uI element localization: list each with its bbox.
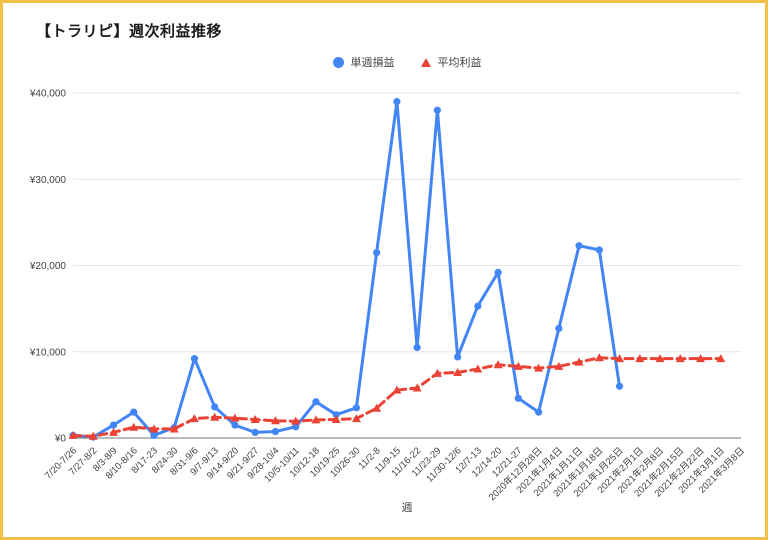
data-point-marker	[230, 413, 240, 422]
data-point-marker	[169, 424, 179, 433]
weekly-profit-line	[69, 98, 624, 441]
data-point-marker	[655, 354, 665, 363]
data-point-marker	[331, 414, 341, 423]
x-axis-tick-labels: 7/20-7/267/27-8/28/3-8/98/10-8/168/17-23…	[43, 445, 747, 504]
data-point-marker	[635, 354, 645, 363]
y-axis-tick-label: ¥0	[54, 434, 67, 445]
average-profit-line-path	[71, 356, 723, 438]
chart: ¥0 ¥10,000 ¥20,000 ¥30,000 ¥40,000 7/20-7/267…	[29, 89, 747, 504]
data-point-marker	[270, 416, 280, 425]
data-point-marker	[108, 427, 118, 436]
data-point-marker	[453, 367, 463, 376]
data-point-marker	[251, 428, 259, 436]
data-point-marker	[454, 353, 462, 361]
gridlines-and-y-ticks: ¥0 ¥10,000 ¥20,000 ¥30,000 ¥40,000	[29, 89, 741, 445]
data-point-marker	[332, 411, 340, 419]
data-point-marker	[129, 422, 139, 431]
legend-label-average-profit: 平均利益	[437, 57, 482, 69]
data-point-marker	[433, 106, 441, 114]
data-point-marker	[493, 360, 503, 369]
data-point-marker	[149, 424, 159, 433]
legend-item-weekly-profit: 単週損益	[332, 54, 395, 70]
data-point-marker	[189, 414, 199, 423]
data-point-marker	[311, 415, 321, 424]
data-point-marker	[373, 248, 381, 257]
data-point-marker	[130, 408, 138, 416]
data-point-marker	[291, 416, 301, 425]
weekly-profit-line-path	[71, 100, 621, 439]
data-point-marker	[432, 368, 442, 377]
data-point-marker	[109, 421, 118, 429]
y-axis-tick-label: ¥40,000	[29, 89, 67, 100]
data-point-marker	[513, 361, 523, 370]
data-point-marker	[555, 324, 563, 333]
data-point-marker	[615, 354, 625, 363]
data-point-marker	[312, 398, 320, 406]
legend-circle-marker-icon	[332, 56, 344, 68]
data-point-marker	[352, 404, 360, 412]
data-point-marker	[210, 412, 220, 421]
data-point-marker	[413, 343, 421, 352]
data-point-marker	[292, 423, 300, 431]
data-point-marker	[211, 403, 219, 411]
data-point-marker	[190, 355, 199, 363]
legend: 単週損益 平均利益	[73, 54, 741, 70]
data-point-marker	[716, 354, 726, 363]
legend-item-average-profit: 平均利益	[420, 54, 482, 70]
data-point-marker	[594, 353, 604, 362]
data-point-marker	[271, 427, 280, 436]
data-point-marker	[574, 357, 584, 366]
data-point-marker	[88, 431, 98, 440]
data-point-marker	[473, 364, 483, 373]
data-point-marker	[595, 246, 603, 254]
data-point-marker	[696, 354, 706, 363]
y-axis-tick-label: ¥20,000	[29, 261, 67, 272]
legend-triangle-marker-icon	[420, 57, 431, 67]
y-axis-tick-label: ¥30,000	[29, 175, 67, 186]
data-point-marker	[534, 408, 543, 416]
data-point-marker	[392, 385, 402, 394]
data-point-marker	[474, 302, 482, 310]
y-axis-tick-label: ¥10,000	[29, 347, 67, 358]
data-point-marker	[351, 414, 361, 423]
data-point-marker	[534, 363, 544, 372]
legend-label-weekly-profit: 単週損益	[350, 57, 395, 69]
data-point-marker	[514, 394, 522, 402]
data-point-marker	[68, 430, 78, 439]
data-point-marker	[554, 361, 564, 370]
average-profit-line	[68, 353, 726, 440]
data-point-marker	[494, 268, 502, 276]
chart-title: 【トラリピ】週次利益推移	[36, 23, 223, 40]
data-point-marker	[575, 242, 583, 250]
data-point-marker	[675, 354, 685, 363]
data-point-marker	[372, 403, 382, 412]
data-point-marker	[393, 98, 401, 106]
data-point-marker	[150, 431, 158, 440]
data-point-marker	[231, 421, 239, 429]
data-point-marker	[412, 383, 422, 392]
data-point-marker	[250, 414, 260, 423]
x-axis-title: 週	[401, 502, 413, 514]
data-point-marker	[615, 382, 624, 390]
